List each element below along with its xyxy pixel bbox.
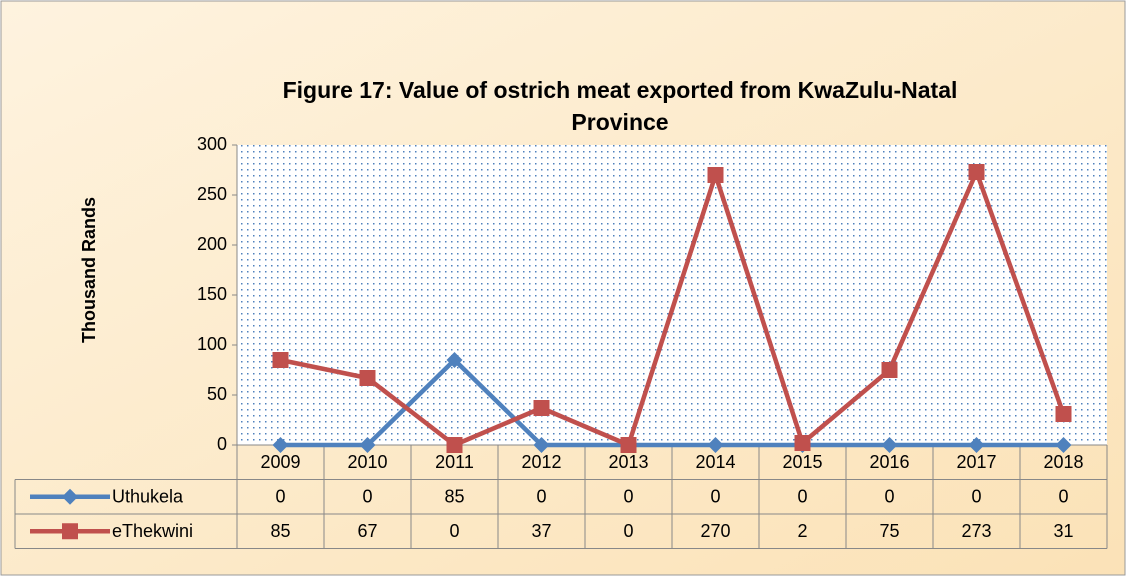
table-cell: 0 (1058, 487, 1068, 507)
table-cell: 0 (710, 487, 720, 507)
table-cell: 0 (449, 521, 459, 541)
legend-marker (62, 523, 78, 540)
marker (794, 435, 811, 451)
marker (1055, 406, 1072, 422)
x-tick-label: 2011 (435, 452, 474, 472)
table-cell: 37 (531, 521, 551, 541)
y-tick-label: 300 (197, 134, 227, 154)
y-tick-label: 100 (197, 334, 227, 354)
x-tick-label: 2016 (869, 452, 909, 472)
table-cell: 0 (884, 487, 894, 507)
y-tick-label: 50 (207, 384, 227, 404)
table-cell: 0 (536, 487, 546, 507)
table-cell: 2 (797, 521, 807, 541)
table-cell: 270 (700, 521, 730, 541)
table-cell: 31 (1053, 521, 1073, 541)
marker (533, 437, 550, 453)
marker (272, 352, 289, 368)
legend-marker (62, 488, 78, 505)
x-tick-label: 2015 (782, 452, 822, 472)
series-line (280, 169, 1066, 448)
marker (707, 437, 724, 453)
y-tick-label: 0 (217, 434, 227, 454)
marker (707, 167, 724, 183)
table-cell: 85 (444, 487, 464, 507)
chart-title: Figure 17: Value of ostrich meat exporte… (282, 77, 958, 135)
table-cell: 0 (797, 487, 807, 507)
y-axis-label: Thousand Rands (79, 197, 99, 343)
legend-label: Uthukela (112, 487, 184, 507)
marker (881, 437, 898, 453)
legend-label: eThekwini (112, 521, 193, 541)
marker (446, 352, 463, 368)
marker (533, 400, 550, 416)
table-cell: 0 (971, 487, 981, 507)
marker (446, 437, 463, 453)
marker (620, 437, 637, 453)
table-cell: 0 (275, 487, 285, 507)
marker (1055, 437, 1072, 453)
marker (881, 362, 898, 378)
marker (272, 437, 289, 453)
table-cell: 67 (357, 521, 377, 541)
y-tick-label: 150 (197, 284, 227, 304)
series-line (280, 357, 1064, 448)
y-tick-label: 200 (197, 234, 227, 254)
marker (359, 370, 376, 386)
marker (968, 164, 985, 180)
plot-area (237, 145, 1107, 445)
table-cell: 85 (270, 521, 290, 541)
table-cell: 0 (623, 521, 633, 541)
table-cell: 0 (623, 487, 633, 507)
x-tick-label: 2014 (695, 452, 735, 472)
x-tick-label: 2012 (521, 452, 561, 472)
x-tick-label: 2013 (608, 452, 648, 472)
x-tick-label: 2009 (260, 452, 300, 472)
x-tick-label: 2010 (347, 452, 387, 472)
table-cell: 273 (961, 521, 991, 541)
x-tick-label: 2017 (956, 452, 996, 472)
table-cell: 0 (362, 487, 372, 507)
table-cell: 75 (879, 521, 899, 541)
y-tick-label: 250 (197, 184, 227, 204)
x-tick-label: 2018 (1043, 452, 1083, 472)
marker (359, 437, 376, 453)
marker (968, 437, 985, 453)
